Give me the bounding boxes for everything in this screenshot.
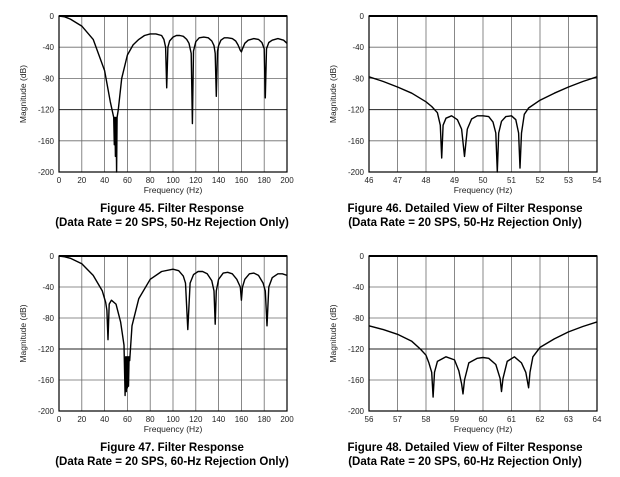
x-tick-label: 59	[450, 415, 459, 424]
y-tick-label: -80	[42, 314, 54, 323]
x-tick-label: 60	[123, 415, 132, 424]
figure-caption-subtitle: (Data Rate = 20 SPS, 50-Hz Rejection Onl…	[55, 217, 289, 229]
x-axis-label: Frequency (Hz)	[144, 185, 203, 195]
chart-1: 0 20 40 60 80 100 120 140 160 180 200 0 -40 -80 -120 -1…	[18, 12, 294, 229]
figure-caption-subtitle: (Data Rate = 20 SPS, 50-Hz Rejection Onl…	[348, 217, 582, 229]
x-tick-label: 63	[564, 415, 573, 424]
y-tick-label: -200	[348, 407, 365, 416]
y-tick-label: -200	[38, 407, 55, 416]
x-tick-label: 61	[507, 415, 516, 424]
x-tick-label: 64	[593, 415, 602, 424]
figure-caption-title: Figure 46. Detailed View of Filter Respo…	[348, 203, 583, 215]
x-tick-label: 200	[280, 176, 294, 185]
x-tick-label: 56	[365, 415, 374, 424]
x-tick-label: 20	[77, 176, 86, 185]
response-curve	[58, 15, 288, 173]
x-tick-label: 53	[564, 176, 573, 185]
x-tick-label: 0	[57, 415, 62, 424]
y-tick-label: -200	[348, 168, 365, 177]
x-tick-label: 80	[146, 176, 155, 185]
x-tick-label: 140	[212, 176, 226, 185]
y-tick-label: -120	[38, 345, 55, 354]
x-tick-label: 60	[479, 415, 488, 424]
x-tick-label: 160	[235, 176, 249, 185]
y-tick-label: -40	[42, 283, 54, 292]
chart-4: 56 57 58 59 60 61 62 63 64 0 -40 -80 -120 -160 -200 Fre…	[328, 252, 602, 468]
x-axis-label: Frequency (Hz)	[144, 424, 203, 434]
x-tick-label: 40	[100, 415, 109, 424]
x-tick-label: 58	[422, 415, 431, 424]
y-tick-label: 0	[360, 252, 365, 261]
x-tick-label: 0	[57, 176, 62, 185]
y-tick-label: -40	[352, 43, 364, 52]
y-tick-label: -120	[348, 345, 365, 354]
y-tick-label: -80	[352, 74, 364, 83]
y-tick-label: 0	[360, 12, 365, 21]
x-tick-label: 62	[536, 415, 545, 424]
y-axis-label: Magnitude (dB)	[328, 304, 338, 362]
x-tick-label: 54	[593, 176, 602, 185]
x-tick-label: 80	[146, 415, 155, 424]
x-tick-label: 46	[365, 176, 374, 185]
y-tick-label: -200	[38, 168, 55, 177]
x-tick-label: 120	[189, 415, 203, 424]
x-axis-label: Frequency (Hz)	[454, 185, 513, 195]
y-tick-label: -160	[38, 376, 55, 385]
y-tick-label: -80	[42, 74, 54, 83]
y-tick-label: -160	[38, 137, 55, 146]
x-tick-label: 160	[235, 415, 249, 424]
x-tick-label: 100	[166, 415, 180, 424]
x-tick-label: 120	[189, 176, 203, 185]
x-tick-label: 57	[393, 415, 402, 424]
response-curve	[58, 255, 288, 397]
y-tick-label: -160	[348, 376, 365, 385]
y-tick-label: -40	[42, 43, 54, 52]
chart-3: 0 20 40 60 80 100 120 140 160 180 200 0 -40 -80 -120 -1…	[18, 252, 294, 468]
y-axis-label: Magnitude (dB)	[18, 65, 28, 123]
x-tick-label: 48	[422, 176, 431, 185]
y-axis-label: Magnitude (dB)	[18, 304, 28, 362]
figure-caption-title: Figure 48. Detailed View of Filter Respo…	[348, 442, 583, 454]
x-tick-label: 49	[450, 176, 459, 185]
x-tick-label: 50	[479, 176, 488, 185]
y-axis-label: Magnitude (dB)	[328, 65, 338, 123]
x-tick-label: 200	[280, 415, 294, 424]
figure-caption-subtitle: (Data Rate = 20 SPS, 60-Hz Rejection Onl…	[348, 456, 582, 468]
x-tick-label: 51	[507, 176, 516, 185]
x-tick-label: 180	[258, 176, 272, 185]
x-tick-label: 180	[258, 415, 272, 424]
y-tick-label: -40	[352, 283, 364, 292]
y-tick-label: 0	[50, 252, 55, 261]
x-tick-label: 100	[166, 176, 180, 185]
x-axis-label: Frequency (Hz)	[454, 424, 513, 434]
figure-caption-title: Figure 45. Filter Response	[100, 203, 244, 215]
y-tick-label: -80	[352, 314, 364, 323]
x-tick-label: 60	[123, 176, 132, 185]
figure-caption-subtitle: (Data Rate = 20 SPS, 60-Hz Rejection Onl…	[55, 456, 289, 468]
y-tick-label: -120	[38, 106, 55, 115]
y-tick-label: -160	[348, 137, 365, 146]
y-tick-label: -120	[348, 106, 365, 115]
x-tick-label: 52	[536, 176, 545, 185]
y-tick-label: 0	[50, 12, 55, 21]
response-curve	[368, 76, 598, 173]
x-tick-label: 40	[100, 176, 109, 185]
x-tick-label: 47	[393, 176, 402, 185]
x-tick-label: 140	[212, 415, 226, 424]
chart-2: 46 47 48 49 50 51 52 53 54 0 -40 -80 -120 -160 -200 Fre…	[328, 12, 602, 229]
figure-caption-title: Figure 47. Filter Response	[100, 442, 244, 454]
x-tick-label: 20	[77, 415, 86, 424]
response-curve	[368, 321, 598, 398]
